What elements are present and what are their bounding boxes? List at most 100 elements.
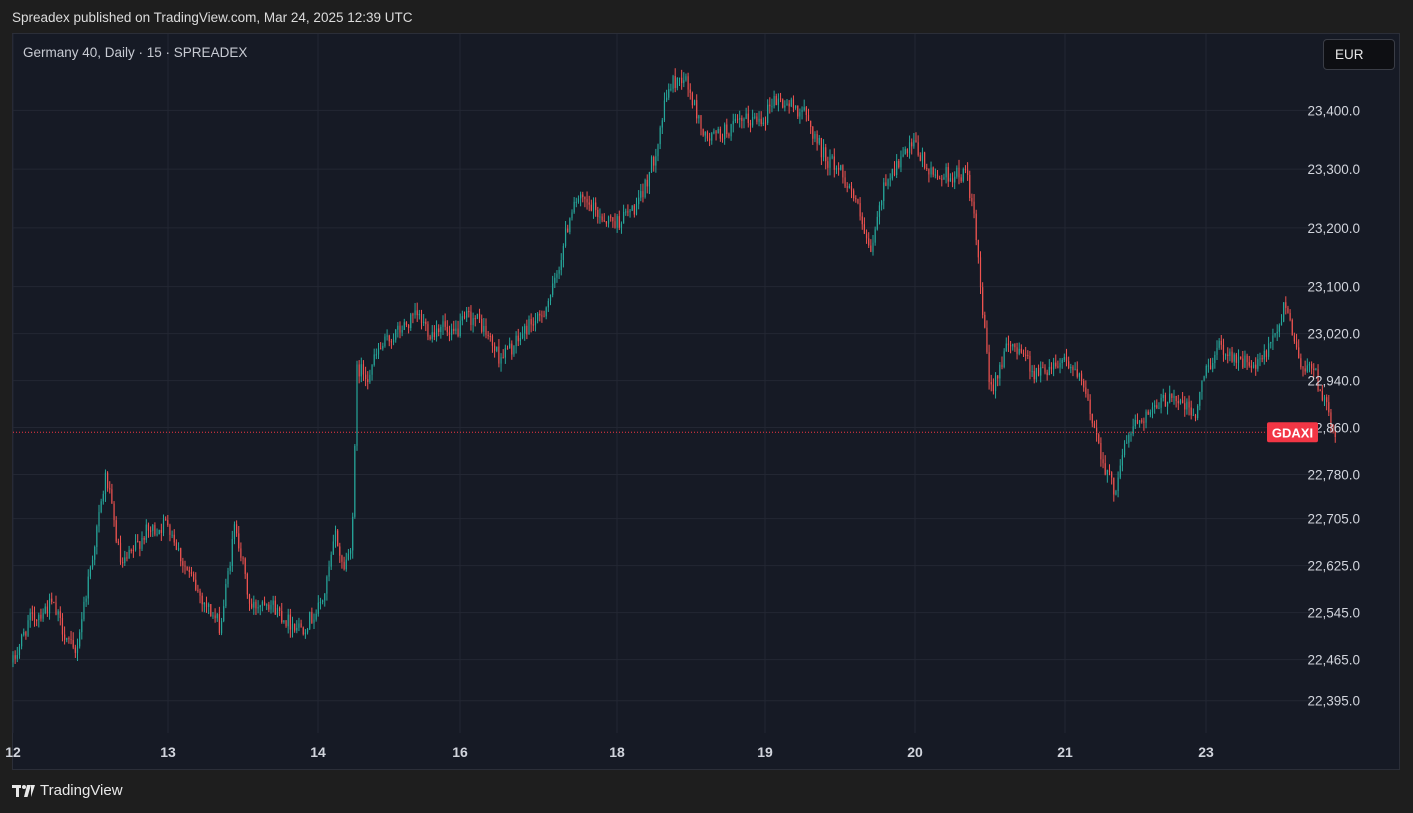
tradingview-logo[interactable]: TradingView — [12, 782, 123, 799]
candle — [814, 131, 816, 143]
candle — [1074, 362, 1076, 371]
candle — [661, 117, 663, 134]
candle — [564, 221, 567, 248]
candle — [68, 636, 70, 644]
time-axis[interactable]: 12 13 14 16 18 19 20 21 23 — [5, 744, 1214, 760]
candle — [367, 371, 369, 390]
candle — [610, 214, 612, 222]
candle — [758, 111, 760, 127]
candle — [724, 122, 726, 145]
candle — [388, 334, 390, 347]
candle — [1119, 459, 1121, 480]
candle — [1001, 356, 1003, 370]
candle — [934, 168, 936, 179]
candle — [706, 130, 709, 142]
candle — [410, 312, 412, 331]
candle — [803, 99, 805, 112]
candle — [16, 646, 18, 663]
candle — [1175, 395, 1177, 408]
candle — [678, 77, 681, 87]
candle — [721, 133, 724, 143]
candle — [429, 334, 431, 341]
candle — [1158, 402, 1160, 410]
candle — [102, 490, 104, 505]
candle — [1162, 388, 1164, 402]
candle — [193, 571, 195, 582]
candle — [463, 311, 466, 320]
chart-pane[interactable] — [12, 33, 1400, 770]
candle — [1128, 432, 1130, 448]
currency-button[interactable]: EUR — [1323, 39, 1395, 70]
candle — [1147, 409, 1149, 415]
candle — [513, 345, 515, 357]
price-axis[interactable]: 23,400.0 23,300.0 23,200.0 23,100.0 23,020.0… — [1307, 103, 1360, 708]
x-tick-label: 14 — [310, 744, 326, 760]
candle — [79, 629, 81, 649]
candle — [971, 193, 973, 207]
candle — [790, 97, 792, 108]
candle — [498, 339, 500, 368]
candle — [1040, 361, 1042, 383]
candle — [883, 177, 885, 210]
candle — [674, 68, 676, 93]
candle — [208, 602, 210, 615]
symbol-legend[interactable]: Germany 40, Daily · 15 · SPREADEX — [23, 45, 248, 60]
x-tick-label: 19 — [757, 744, 773, 760]
candle — [855, 195, 857, 203]
candle — [1100, 437, 1102, 467]
candle — [420, 309, 423, 330]
candle — [1065, 348, 1068, 367]
candle — [457, 320, 459, 338]
candle — [397, 322, 399, 338]
candle — [214, 608, 216, 623]
candle — [1218, 338, 1220, 350]
candle — [1212, 357, 1214, 373]
candle — [371, 364, 373, 381]
candle — [283, 620, 285, 624]
candle — [539, 310, 541, 322]
candle — [1035, 367, 1037, 383]
candle — [936, 169, 939, 180]
candle — [532, 317, 534, 332]
candle — [943, 173, 945, 181]
candle — [1188, 395, 1190, 416]
candle — [1220, 334, 1222, 350]
candle — [487, 331, 489, 340]
candle — [405, 321, 408, 328]
candle — [1323, 394, 1326, 406]
candle — [685, 73, 687, 82]
candle — [681, 69, 683, 90]
candle — [917, 135, 919, 157]
price-tag-label: GDAXI — [1272, 425, 1313, 440]
candle — [1061, 357, 1063, 369]
candle — [919, 152, 921, 162]
candle — [1268, 336, 1270, 360]
candle — [1044, 364, 1046, 375]
candle — [53, 601, 55, 604]
candle — [1280, 314, 1283, 326]
candle — [46, 600, 48, 617]
candle — [339, 542, 341, 563]
candle — [960, 174, 962, 183]
candle — [14, 650, 16, 664]
candle — [91, 555, 94, 570]
candle — [1027, 350, 1029, 360]
candle — [816, 130, 818, 151]
candle — [48, 593, 51, 620]
candle — [85, 595, 87, 607]
candle — [1177, 394, 1179, 411]
candle — [891, 168, 893, 181]
candle — [663, 92, 666, 123]
x-tick-label: 21 — [1057, 744, 1073, 760]
candle — [442, 315, 444, 335]
candle — [76, 638, 79, 661]
candle — [1328, 394, 1330, 417]
candle — [186, 566, 188, 571]
candle — [941, 174, 943, 187]
candle — [964, 165, 967, 174]
candle — [646, 174, 648, 194]
x-tick-label: 12 — [5, 744, 21, 760]
candle — [231, 530, 233, 572]
candle — [143, 536, 145, 545]
